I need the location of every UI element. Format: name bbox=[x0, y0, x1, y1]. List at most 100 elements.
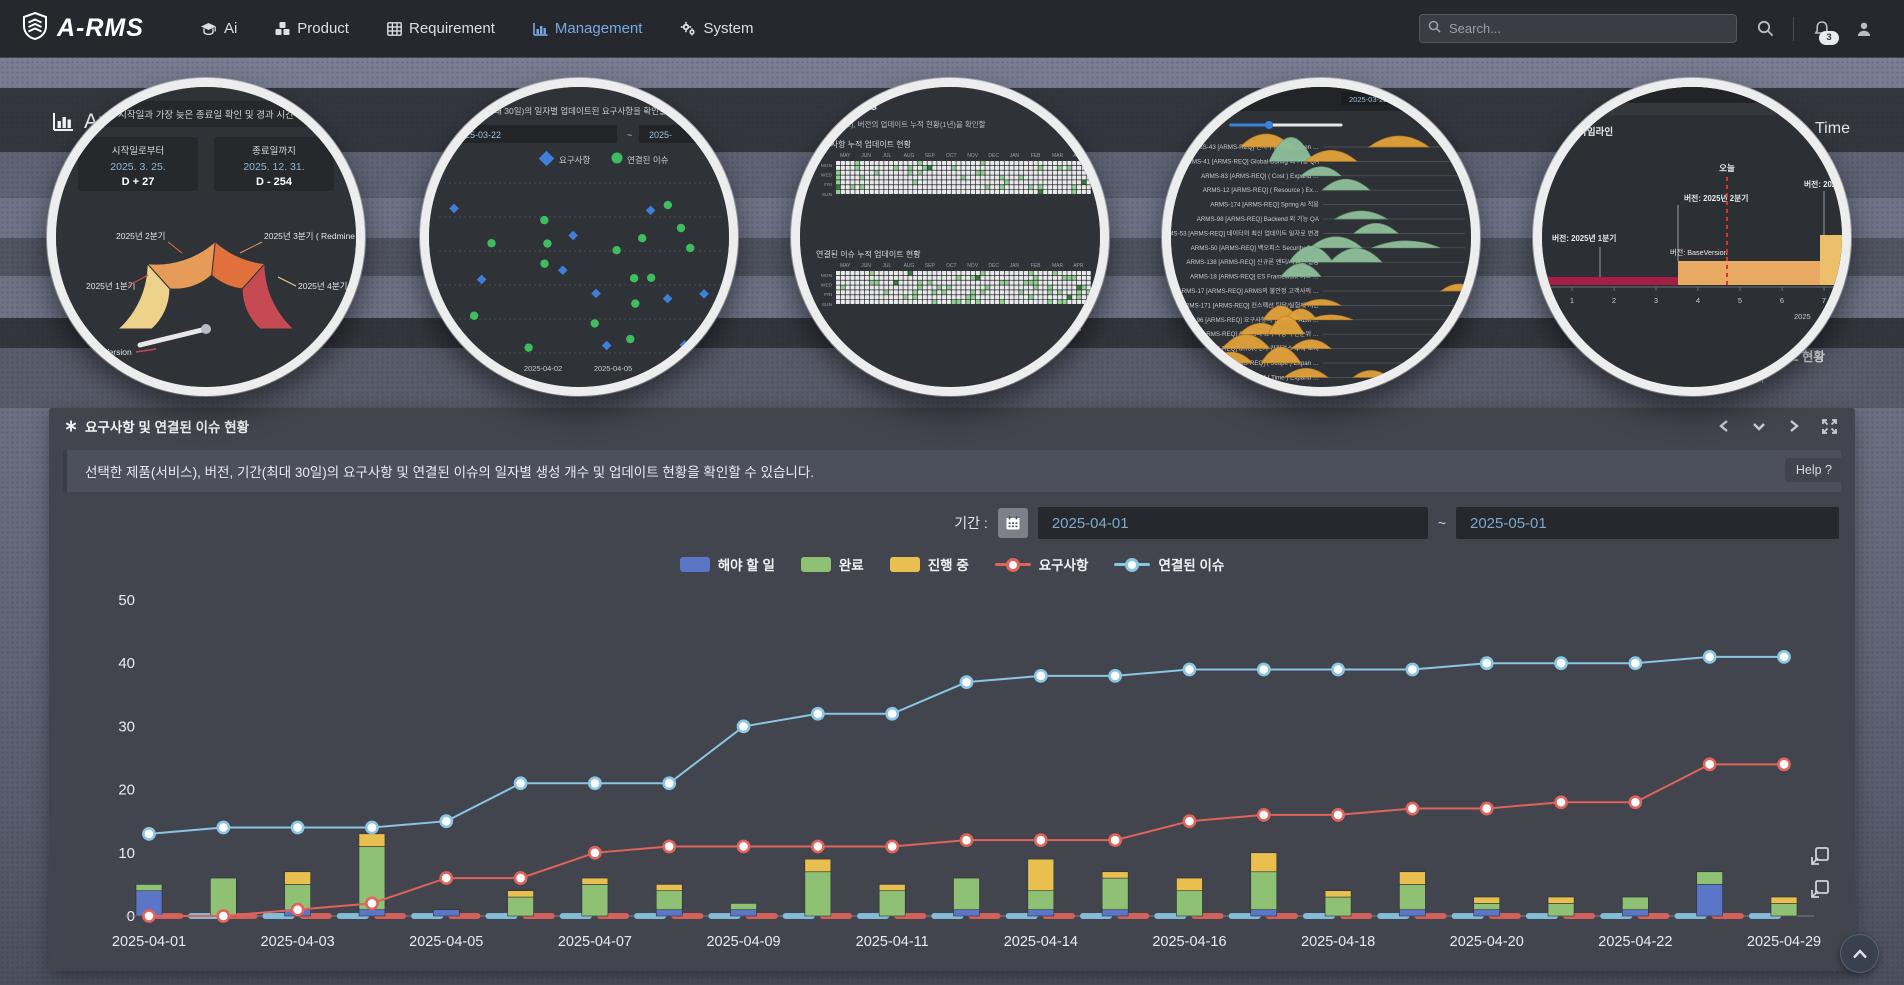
x-tick-label: 2025-04-03 bbox=[261, 934, 335, 950]
nav-item-label: Ai bbox=[223, 20, 238, 37]
bar-segment bbox=[284, 871, 311, 885]
next-widget-icon[interactable] bbox=[1788, 419, 1800, 433]
line-marker bbox=[1033, 668, 1048, 683]
line-marker bbox=[959, 833, 974, 848]
bar-segment bbox=[878, 890, 906, 917]
user-profile-icon[interactable] bbox=[1850, 15, 1878, 43]
line-marker bbox=[588, 845, 602, 860]
prev-widget-icon[interactable] bbox=[1718, 419, 1730, 433]
nav-item-requirement[interactable]: Requirement bbox=[387, 20, 495, 37]
svg-text:APR: APR bbox=[1073, 153, 1084, 159]
chart-area: 0 10 20 30 40 50 2025-04-01 2025-04-03 2025-04-0… bbox=[79, 586, 1839, 963]
brand-logo-icon bbox=[22, 11, 48, 45]
bar-segment bbox=[1399, 884, 1426, 910]
nav-item-ai[interactable]: Ai bbox=[200, 20, 237, 37]
bar-segment bbox=[1101, 871, 1129, 879]
date-from-input[interactable] bbox=[1037, 507, 1428, 539]
notifications-bell-icon[interactable]: 3 bbox=[1808, 15, 1839, 45]
legend-item[interactable]: 완료 bbox=[800, 554, 864, 574]
svg-text:MAY: MAY bbox=[840, 153, 851, 159]
search-submit-button[interactable] bbox=[1751, 15, 1779, 43]
bar-segment bbox=[1547, 896, 1575, 904]
svg-text:AUG: AUG bbox=[904, 153, 915, 159]
bar-segment bbox=[655, 909, 683, 917]
svg-text:40: 40 bbox=[118, 655, 135, 672]
svg-text:제품(서비스), 버전의 업데이트 누적 현황(1년)을 확: 제품(서비스), 버전의 업데이트 누적 현황(1년)을 확인할 bbox=[814, 119, 986, 129]
bar-segment bbox=[1027, 909, 1055, 917]
line-marker bbox=[736, 839, 751, 854]
scroll-to-top-button[interactable] bbox=[1840, 934, 1879, 973]
line-marker bbox=[1777, 649, 1791, 664]
bar-segment bbox=[655, 890, 683, 910]
collapse-widget-icon[interactable] bbox=[1752, 420, 1766, 432]
save-view-icon[interactable] bbox=[1809, 878, 1831, 905]
heatmap-widget: 업데이트 현황제품(서비스), 버전의 업데이트 누적 현황(1년)을 확인할요… bbox=[800, 87, 1100, 387]
svg-text:ARMS-18 [ARMS-REQ] ES Framewor: ARMS-18 [ARMS-REQ] ES Framework 버그 … bbox=[1190, 273, 1319, 281]
legend-item[interactable]: 해야 할 일 bbox=[679, 554, 775, 574]
svg-text:1: 1 bbox=[1570, 296, 1574, 305]
calendar-icon-button[interactable] bbox=[997, 508, 1028, 538]
line-marker bbox=[365, 896, 379, 911]
svg-text:FRI: FRI bbox=[824, 292, 832, 298]
bar-segment bbox=[135, 884, 163, 892]
table-grid-icon bbox=[387, 21, 402, 36]
line-marker bbox=[439, 871, 454, 885]
panel-description-row: 선택한 제품(서비스), 버전, 기간(최대 30일)의 요구사항 및 연결된 … bbox=[63, 450, 1841, 492]
chart-side-tools bbox=[1809, 845, 1831, 905]
time-fragment: Time bbox=[1815, 120, 1850, 137]
svg-text:2025년 2분기: 2025년 2분기 bbox=[116, 231, 165, 241]
bar-segment bbox=[1770, 896, 1798, 904]
expand-widget-icon[interactable] bbox=[1822, 418, 1837, 434]
bar-segment bbox=[878, 884, 906, 892]
svg-text:AUG: AUG bbox=[904, 263, 915, 269]
nav-item-label: Product bbox=[297, 20, 349, 37]
legend-item[interactable]: 진행 중 bbox=[889, 554, 969, 574]
bar-segment bbox=[1399, 871, 1426, 885]
legend-line-marker bbox=[994, 558, 1031, 572]
date-to-input[interactable] bbox=[1456, 507, 1839, 539]
line-marker bbox=[1256, 662, 1271, 677]
line-marker bbox=[365, 820, 379, 835]
legend-label: 완료 bbox=[838, 558, 864, 573]
gears-icon bbox=[680, 21, 696, 36]
restore-view-icon[interactable] bbox=[1809, 845, 1831, 872]
nav-item-system[interactable]: System bbox=[680, 20, 753, 37]
legend-item[interactable]: 연결된 이슈 bbox=[1114, 554, 1224, 574]
brand[interactable]: A-RMS bbox=[22, 11, 144, 45]
bar-segment bbox=[804, 871, 832, 917]
bar-segment bbox=[1250, 852, 1278, 873]
issues-panel: 요구사항 및 연결된 이슈 현황 선택한 제품(서비스), 버전, 기간(최대 … bbox=[49, 408, 1855, 971]
svg-text:D - 254: D - 254 bbox=[256, 176, 293, 188]
panel-description: 선택한 제품(서비스), 버전, 기간(최대 30일)의 요구사항 및 연결된 … bbox=[85, 465, 815, 480]
svg-text:3: 3 bbox=[1654, 296, 1658, 305]
help-button[interactable]: Help ? bbox=[1784, 458, 1843, 482]
svg-text:JAN: JAN bbox=[1010, 153, 1020, 159]
svg-text:APR: APR bbox=[1073, 263, 1084, 269]
svg-text:ARMS-41 [ARMS-REQ] Global Conf: ARMS-41 [ARMS-REQ] Global Config 외 기능 QA bbox=[1183, 157, 1320, 165]
svg-text:50: 50 bbox=[118, 592, 135, 609]
bar-segment bbox=[1399, 909, 1426, 917]
brand-name: A-RMS bbox=[57, 14, 144, 42]
svg-text:버전: 2025년 2분기: 버전: 2025년 2분기 bbox=[1684, 193, 1748, 203]
line-marker bbox=[736, 719, 751, 734]
nav-item-product[interactable]: Product bbox=[275, 20, 349, 37]
bar-segment bbox=[1696, 884, 1723, 917]
bar-segment bbox=[358, 833, 386, 847]
bar-segment bbox=[1473, 903, 1501, 910]
svg-text:NOV: NOV bbox=[967, 263, 979, 269]
bar-segment bbox=[1250, 871, 1278, 910]
line-marker bbox=[1702, 649, 1717, 664]
nav-item-label: Management bbox=[554, 20, 643, 37]
legend-item[interactable]: 요구사항 bbox=[994, 554, 1088, 574]
line-marker bbox=[1108, 833, 1123, 848]
nav-item-management[interactable]: Management bbox=[533, 20, 643, 37]
svg-text:~: ~ bbox=[627, 130, 632, 140]
svg-text:WED: WED bbox=[821, 173, 833, 179]
svg-text:2025: 2025 bbox=[1794, 312, 1811, 321]
bar-segment bbox=[1027, 890, 1055, 910]
search-input[interactable] bbox=[1447, 20, 1728, 37]
bar-segment bbox=[507, 896, 534, 917]
